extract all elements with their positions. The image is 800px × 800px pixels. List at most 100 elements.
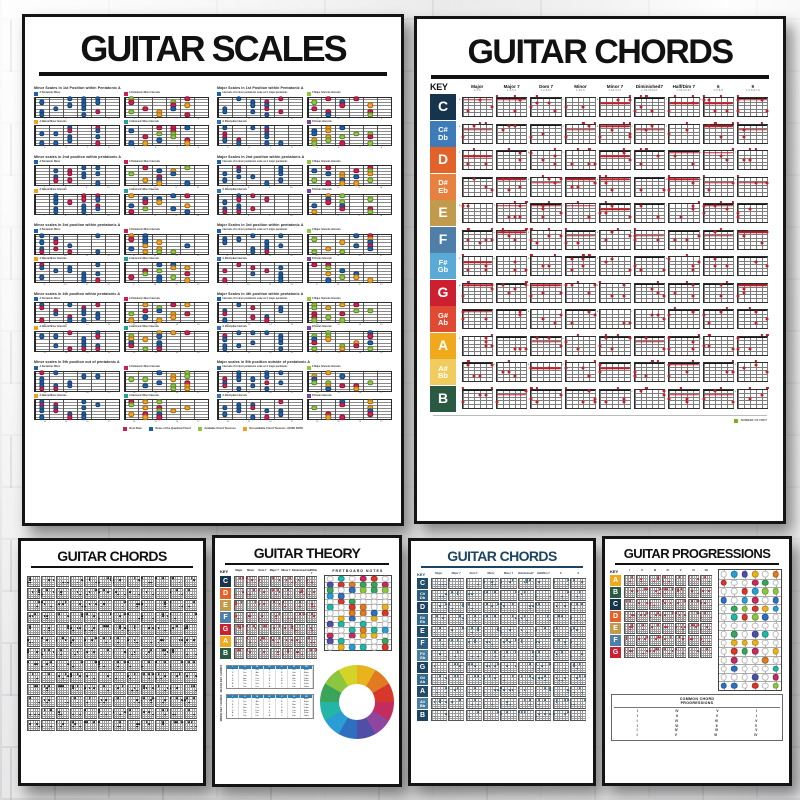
chord-cell[interactable] — [667, 386, 701, 409]
chord-cell[interactable] — [447, 698, 465, 709]
chord-cell[interactable] — [84, 720, 98, 731]
chord-cell[interactable] — [183, 684, 197, 695]
chord-cell[interactable] — [257, 600, 269, 611]
chord-cell[interactable] — [84, 684, 98, 695]
key-badge-g[interactable]: G — [610, 647, 621, 658]
chord-cell[interactable] — [293, 600, 305, 611]
chord-cell[interactable] — [667, 280, 701, 303]
chord-cell[interactable] — [233, 648, 245, 659]
chord-cell[interactable] — [563, 254, 597, 276]
chord-cell[interactable] — [233, 624, 245, 635]
chord-cell[interactable] — [636, 575, 649, 586]
chord-cell[interactable] — [494, 176, 528, 197]
chord-cell[interactable]: 9 — [735, 174, 770, 197]
chord-cell[interactable] — [517, 698, 534, 709]
key-badge-f[interactable]: F — [220, 612, 231, 623]
chord-cell[interactable]: 2 — [562, 360, 597, 382]
chord-cell[interactable] — [661, 611, 674, 622]
chord-cell[interactable] — [460, 386, 494, 409]
chord-cell[interactable] — [465, 686, 482, 697]
chord-cell[interactable] — [494, 280, 528, 303]
chord-cell[interactable] — [69, 612, 83, 623]
chord-cell[interactable] — [27, 696, 41, 707]
chord-cell[interactable] — [661, 587, 674, 598]
chord-cell[interactable] — [169, 696, 183, 707]
chord-cell[interactable] — [155, 708, 169, 719]
chord-cell[interactable] — [430, 614, 447, 625]
chord-cell[interactable] — [632, 335, 666, 356]
chord-cell[interactable] — [306, 600, 318, 611]
chord-cell[interactable] — [183, 720, 197, 731]
chord-cell[interactable] — [126, 708, 140, 719]
key-badge-fsharp[interactable]: F# Gb — [430, 253, 456, 279]
chord-cell[interactable] — [500, 590, 517, 601]
chord-cell[interactable] — [169, 624, 183, 635]
chord-cell[interactable] — [41, 612, 55, 623]
chord-cell[interactable] — [674, 587, 687, 598]
chord-cell[interactable] — [552, 602, 569, 613]
chord-cell[interactable] — [636, 587, 649, 598]
chord-cell[interactable] — [570, 686, 587, 697]
chord-cell[interactable] — [494, 309, 528, 329]
chord-cell[interactable] — [126, 660, 140, 671]
chord-cell[interactable] — [517, 686, 534, 697]
key-badge-a[interactable]: A — [417, 686, 428, 697]
chord-cell[interactable] — [701, 227, 735, 250]
chord-cell[interactable] — [27, 588, 41, 599]
chord-cell[interactable] — [500, 578, 517, 589]
chord-cell[interactable] — [126, 612, 140, 623]
chord-cell[interactable] — [632, 95, 666, 117]
chord-cell[interactable] — [245, 648, 257, 659]
chord-cell[interactable] — [517, 650, 534, 661]
key-badge-b[interactable]: B — [417, 710, 428, 721]
chord-cell[interactable] — [552, 686, 569, 697]
chord-cell[interactable] — [55, 672, 69, 683]
chord-cell[interactable] — [169, 720, 183, 731]
chord-cell[interactable] — [674, 611, 687, 622]
chord-cell[interactable] — [482, 650, 500, 661]
chord-cell[interactable] — [552, 626, 569, 637]
chord-cell[interactable] — [700, 599, 713, 610]
key-badge-c[interactable]: C — [610, 599, 621, 610]
chord-cell[interactable] — [155, 600, 169, 611]
chord-cell[interactable] — [41, 624, 55, 635]
chord-cell[interactable] — [570, 650, 587, 661]
chord-cell[interactable] — [623, 587, 636, 598]
chord-cell[interactable] — [736, 307, 770, 329]
chord-cell[interactable]: 4 — [666, 254, 701, 276]
chord-cell[interactable] — [535, 650, 552, 661]
chord-cell[interactable] — [494, 335, 528, 356]
chord-cell[interactable] — [155, 648, 169, 659]
chord-cell[interactable]: 2 — [700, 95, 735, 117]
chord-cell[interactable] — [649, 623, 662, 634]
chord-cell[interactable] — [245, 612, 257, 623]
chord-cell[interactable] — [700, 611, 713, 622]
chord-cell[interactable] — [494, 123, 528, 144]
chord-cell[interactable] — [465, 578, 482, 589]
chord-cell[interactable] — [552, 674, 569, 685]
chord-cell[interactable] — [245, 576, 257, 587]
chord-cell[interactable] — [482, 602, 500, 613]
chord-cell[interactable] — [27, 576, 41, 587]
chord-cell[interactable]: 7 — [631, 309, 666, 329]
chord-cell[interactable] — [306, 624, 318, 635]
chord-cell[interactable] — [233, 636, 245, 647]
chord-cell[interactable] — [281, 612, 293, 623]
chord-cell[interactable] — [245, 588, 257, 599]
chord-cell[interactable] — [169, 600, 183, 611]
chord-cell[interactable] — [636, 635, 649, 646]
chord-cell[interactable] — [27, 720, 41, 731]
chord-cell[interactable] — [293, 636, 305, 647]
chord-cell[interactable] — [183, 636, 197, 647]
chord-cell[interactable] — [465, 638, 482, 649]
chord-cell[interactable] — [430, 662, 447, 673]
chord-cell[interactable] — [126, 648, 140, 659]
chord-cell[interactable] — [552, 650, 569, 661]
chord-cell[interactable]: 9 — [700, 148, 735, 170]
chord-cell[interactable] — [500, 662, 517, 673]
chord-cell[interactable] — [674, 647, 687, 658]
chord-cell[interactable] — [517, 602, 534, 613]
chord-cell[interactable] — [500, 674, 517, 685]
chord-cell[interactable] — [69, 600, 83, 611]
chord-cell[interactable] — [269, 588, 281, 599]
